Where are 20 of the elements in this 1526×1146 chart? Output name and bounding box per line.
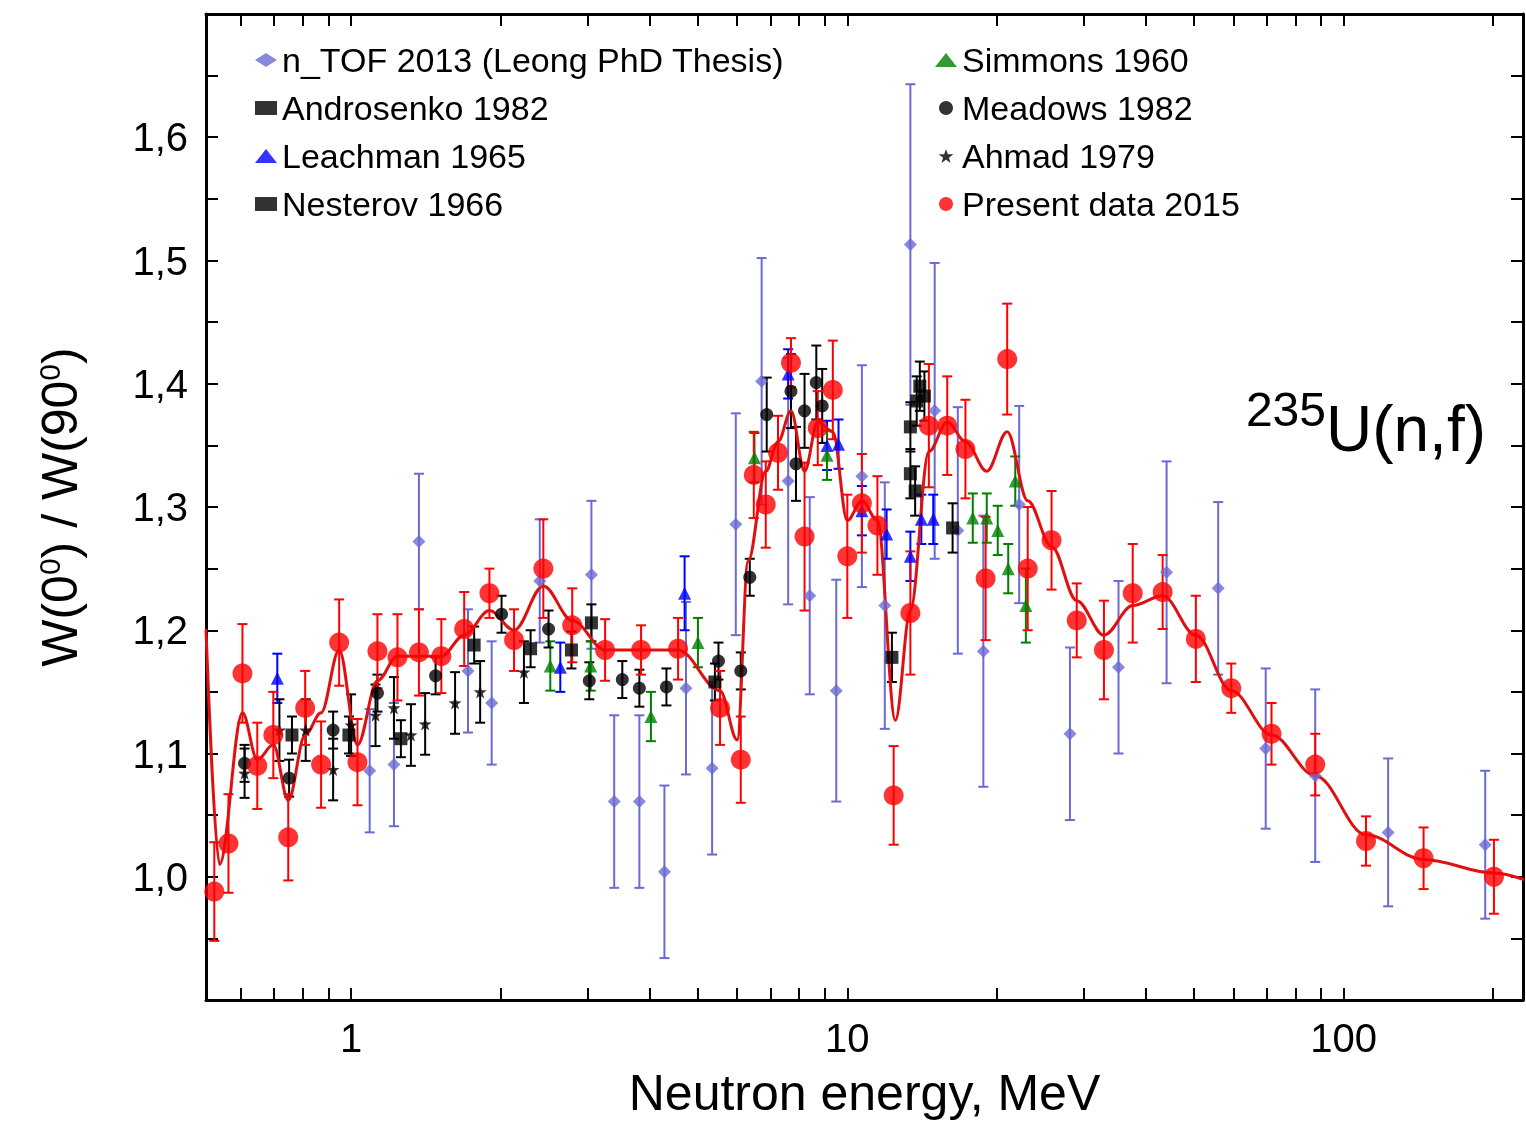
legend-label: Present data 2015 — [962, 185, 1240, 223]
legend-label: Simmons 1960 — [962, 41, 1189, 79]
y-tick-label: 1,5 — [132, 238, 188, 283]
y-axis-title: W(00) / W(900) — [32, 347, 88, 667]
legend-label: Leachman 1965 — [282, 137, 526, 175]
x-axis-title: Neutron energy, MeV — [628, 1065, 1101, 1121]
legend-label: Meadows 1982 — [962, 89, 1193, 127]
legend-label: n_TOF 2013 (Leong PhD Thesis) — [282, 41, 784, 79]
legend-label: Nesterov 1966 — [282, 185, 504, 223]
y-tick-label: 1,4 — [132, 361, 188, 406]
x-tick-label: 1 — [339, 1016, 363, 1060]
y-tick-label: 1,2 — [132, 608, 188, 653]
x-tick-label: 10 — [825, 1016, 870, 1060]
legend-label: Androsenko 1982 — [282, 89, 549, 127]
y-tick-label: 1,1 — [132, 731, 188, 776]
y-tick-label: 1,0 — [132, 854, 188, 899]
x-tick-label: 100 — [1310, 1016, 1377, 1060]
y-tick-label: 1,3 — [132, 485, 188, 529]
y-tick-label: 1,6 — [132, 115, 188, 160]
legend-label: Ahmad 1979 — [962, 137, 1155, 175]
